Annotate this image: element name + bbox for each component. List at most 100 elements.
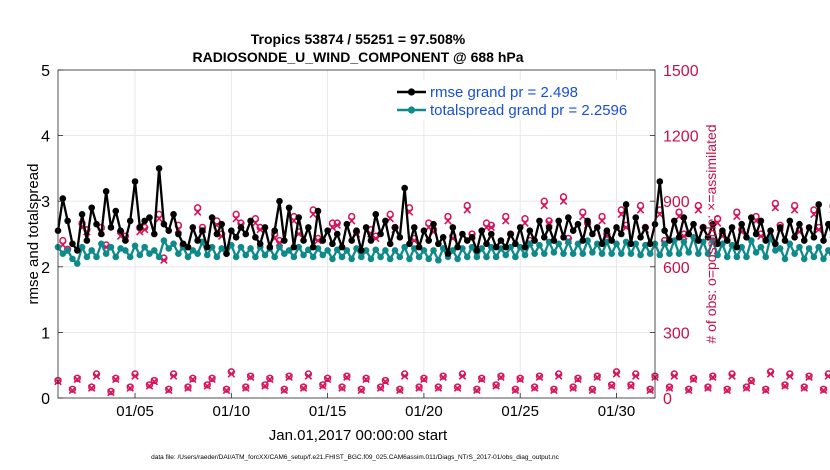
rmse-point [723, 237, 731, 244]
obs-assimilated-stroke [415, 384, 423, 392]
obs-assimilated-stroke [497, 373, 505, 381]
obs-assimilated-stroke [694, 206, 703, 214]
rmse-point [261, 224, 269, 231]
totalspread-point [714, 251, 721, 259]
totalspread-point [93, 253, 100, 261]
obs-assimilated-stroke [357, 386, 366, 395]
totalspread-point [680, 238, 688, 246]
rmse-point [699, 224, 707, 231]
totalspread-point [232, 253, 240, 261]
obs-possible-marker [415, 383, 423, 391]
data-file-footer: data file: /Users/raeder/DAI/ATM_forcXX/… [151, 454, 560, 461]
obs-assimilated-stroke [728, 372, 736, 380]
rmse-point [661, 227, 668, 235]
totalspread-point [743, 253, 750, 261]
obs-assimilated-stroke [535, 373, 544, 381]
totalspread-point [695, 250, 702, 257]
obs-possible-marker [285, 372, 293, 380]
obs-assimilated-stroke [107, 388, 115, 397]
totalspread-point [170, 240, 177, 248]
obs-assimilated-marker [299, 384, 308, 392]
obs-assimilated-marker [203, 382, 212, 390]
rmse-point [276, 197, 283, 205]
obs-assimilated-stroke [396, 386, 404, 395]
obs-possible-marker [694, 201, 702, 210]
rmse-point [593, 224, 601, 231]
obs-possible-marker [376, 383, 385, 391]
rmse-point [391, 224, 399, 231]
rmse-point [531, 237, 538, 244]
obs-possible-marker [569, 383, 577, 391]
rmse-point [290, 243, 298, 251]
obs-assimilated-marker [184, 384, 192, 392]
x-tick-label: 01/30 [598, 403, 636, 420]
obs-assimilated-marker [569, 384, 577, 392]
rmse-point [102, 188, 110, 195]
obs-assimilated-marker [689, 375, 698, 384]
totalspread-point [271, 253, 278, 261]
obs-assimilated-marker [444, 217, 452, 225]
totalspread-point [738, 243, 745, 251]
rmse-point [757, 217, 765, 225]
obs-possible-marker [246, 372, 255, 380]
rmse-point [439, 233, 447, 241]
totalspread-point [593, 240, 601, 248]
obs-assimilated-marker [709, 373, 717, 381]
obs-assimilated-marker [665, 384, 674, 392]
totalspread-point [73, 260, 81, 267]
totalspread-point [454, 255, 461, 263]
rmse-point [670, 217, 678, 225]
obs-assimilated-stroke [439, 373, 447, 381]
obs-possible-marker [540, 197, 548, 205]
rmse-point [319, 237, 327, 244]
obs-assimilated-marker [357, 386, 366, 395]
rmse-point [646, 240, 654, 248]
obs-possible-marker [747, 376, 755, 385]
obs-assimilated-stroke [242, 384, 250, 392]
totalspread-point [300, 251, 307, 259]
rmse-point [512, 240, 519, 248]
totalspread-point [425, 255, 433, 263]
obs-assimilated-stroke [521, 219, 529, 227]
totalspread-point [709, 237, 717, 244]
obs-assimilated-marker [742, 384, 751, 392]
obs-assimilated-stroke [574, 375, 582, 384]
obs-possible-marker [530, 383, 539, 391]
totalspread-point [796, 243, 803, 251]
obs-assimilated-marker [189, 375, 197, 384]
totalspread-point [656, 251, 664, 259]
totalspread-point [815, 243, 822, 251]
obs-assimilated-marker [155, 214, 163, 223]
obs-assimilated-stroke [323, 375, 332, 384]
rmse-point [382, 217, 389, 225]
rmse-point [247, 217, 254, 225]
totalspread-point [473, 253, 481, 261]
rmse-point [309, 243, 317, 251]
totalspread-point [449, 247, 457, 254]
rmse-point [203, 243, 211, 251]
obs-assimilated-stroke [569, 384, 577, 392]
totalspread-point [574, 240, 582, 248]
totalspread-point [752, 249, 760, 256]
obs-possible-marker [790, 201, 799, 210]
obs-possible-marker [521, 215, 529, 223]
rmse-point [666, 237, 673, 244]
obs-assimilated-marker [280, 386, 289, 395]
totalspread-point [502, 251, 510, 259]
totalspread-point [175, 250, 182, 257]
obs-assimilated-stroke [540, 201, 549, 210]
totalspread-point [526, 240, 534, 248]
rmse-point [637, 233, 644, 241]
obs-possible-marker [598, 212, 606, 221]
totalspread-point [305, 246, 312, 254]
obs-assimilated-marker [511, 386, 520, 395]
rmse-point [329, 240, 336, 248]
rmse-point [64, 217, 71, 225]
obs-assimilated-marker [107, 388, 115, 397]
rmse-point [435, 240, 442, 248]
rmse-point [155, 165, 163, 172]
obs-assimilated-marker [790, 206, 799, 214]
obs-assimilated-marker [285, 373, 293, 381]
obs-assimilated-marker [473, 386, 481, 395]
rmse-point [112, 207, 120, 215]
